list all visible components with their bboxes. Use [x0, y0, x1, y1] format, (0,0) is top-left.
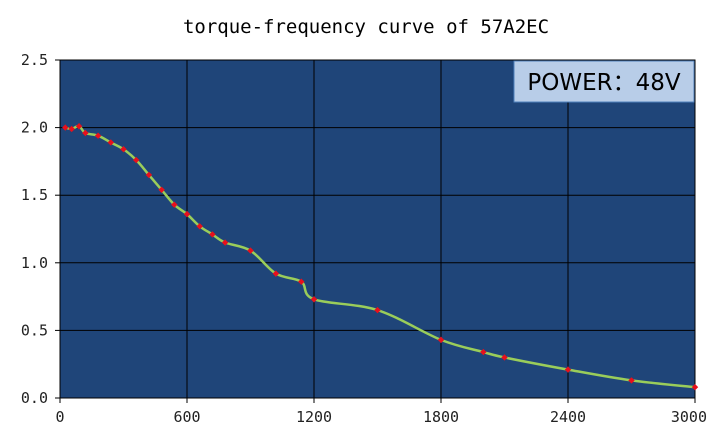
y-tick-label: 0.5: [21, 321, 48, 339]
plot-area: [60, 60, 695, 398]
x-tick-label: 1200: [296, 408, 332, 426]
power-badge-label: POWER：48V: [527, 70, 680, 96]
data-point: [501, 354, 508, 361]
data-point: [298, 278, 305, 285]
x-axis-ticks: 0 600 1200 1800 2400 3000: [55, 398, 707, 426]
x-tick-label: 2400: [550, 408, 586, 426]
series: [62, 123, 699, 391]
y-tick-label: 1.5: [21, 186, 48, 204]
data-point: [82, 129, 89, 137]
x-tick-label: 3000: [671, 408, 707, 426]
data-point: [120, 146, 127, 153]
data-point: [628, 377, 635, 384]
data-point: [62, 124, 69, 131]
y-tick-label: 1.0: [21, 254, 48, 272]
data-point: [209, 231, 216, 238]
data-point: [183, 210, 191, 218]
plot-frame: [59, 59, 696, 399]
x-tick-label: 600: [173, 408, 200, 426]
data-point: [171, 201, 178, 208]
data-point: [374, 306, 381, 314]
data-point: [196, 223, 203, 230]
data-point: [247, 247, 254, 254]
power-badge: [513, 60, 695, 103]
data-point: [94, 132, 102, 139]
data-point: [221, 239, 229, 246]
chart-title: torque-frequency curve of 57A2EC: [183, 16, 549, 38]
data-point: [437, 336, 445, 344]
data-point: [158, 186, 165, 193]
y-axis-ticks: 0.0 0.5 1.0 1.5 2.0 2.5: [21, 51, 60, 407]
data-point: [564, 366, 572, 373]
x-tick-label: 1800: [423, 408, 459, 426]
data-point: [75, 123, 83, 130]
y-tick-label: 2.0: [21, 119, 48, 137]
data-point: [691, 383, 699, 391]
data-point: [272, 270, 280, 277]
y-tick-label: 2.5: [21, 51, 48, 69]
x-tick-label: 0: [55, 408, 64, 426]
axes: [59, 59, 696, 399]
y-tick-label: 0.0: [21, 389, 48, 407]
power-annotation: POWER：48V: [513, 60, 695, 103]
data-point: [133, 156, 140, 164]
data-point: [68, 125, 75, 133]
data-point: [310, 296, 318, 303]
data-point: [145, 171, 153, 179]
data-point: [480, 348, 487, 356]
data-point: [107, 139, 114, 146]
